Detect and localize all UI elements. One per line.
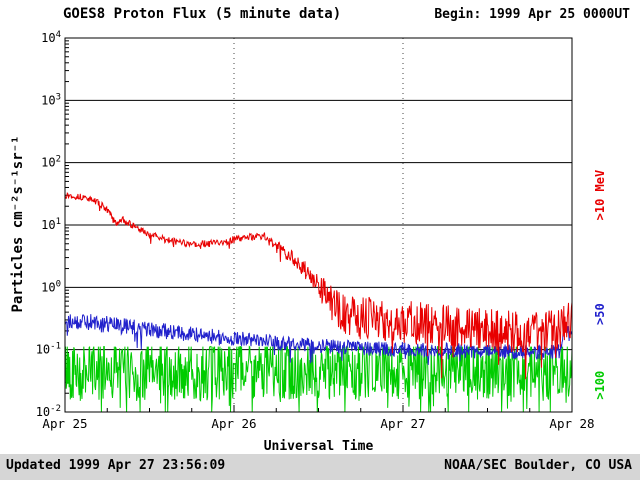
y-tick-label: 100 bbox=[41, 279, 61, 294]
y-axis-label: Particles cm⁻²s⁻¹sr⁻¹ bbox=[10, 135, 26, 313]
y-tick-label: 103 bbox=[41, 92, 61, 107]
y-tick-label: 102 bbox=[41, 155, 61, 170]
series-trace-p10 bbox=[64, 191, 573, 380]
x-axis-label: Universal Time bbox=[263, 439, 374, 454]
series-trace-p100 bbox=[64, 344, 573, 413]
begin-label: Begin: 1999 Apr 25 0000UT bbox=[434, 7, 630, 22]
y-tick-label: 101 bbox=[41, 217, 61, 232]
x-tick-label: Apr 26 bbox=[211, 416, 256, 431]
y-tick-label: 10-1 bbox=[36, 342, 61, 357]
chart-title: GOES8 Proton Flux (5 minute data) bbox=[63, 6, 342, 22]
series-trace-p50 bbox=[64, 314, 573, 366]
series-label-p100: >100 bbox=[593, 371, 607, 400]
y-tick-label: 104 bbox=[41, 30, 61, 45]
series-label-p50: >50 bbox=[593, 303, 607, 325]
x-tick-label: Apr 27 bbox=[380, 416, 425, 431]
credit-label: NOAA/SEC Boulder, CO USA bbox=[444, 458, 632, 473]
series-label-p10: >10 MeV bbox=[593, 170, 607, 221]
x-tick-label: Apr 28 bbox=[549, 416, 594, 431]
x-tick-label: Apr 25 bbox=[42, 416, 87, 431]
plot-border bbox=[64, 37, 573, 413]
y-tick-label: 10-2 bbox=[36, 404, 61, 419]
updated-timestamp: Updated 1999 Apr 27 23:56:09 bbox=[6, 458, 226, 473]
footer-band bbox=[0, 454, 640, 480]
